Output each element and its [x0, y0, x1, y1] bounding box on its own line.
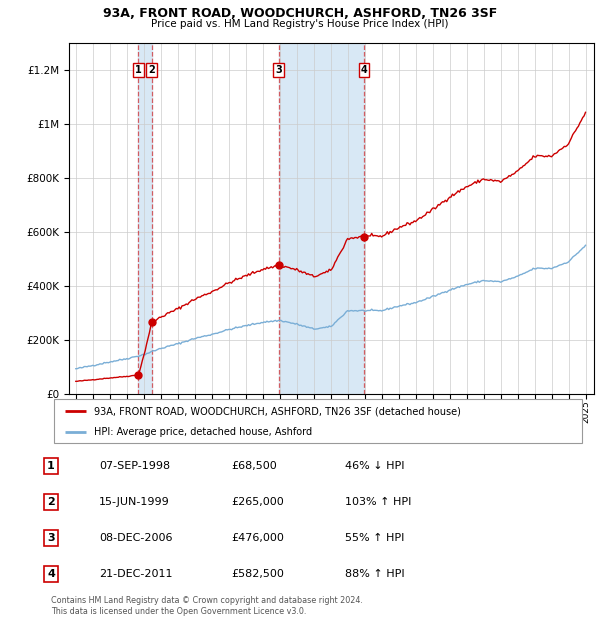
Text: 21-DEC-2011: 21-DEC-2011	[99, 569, 173, 579]
Text: 07-SEP-1998: 07-SEP-1998	[99, 461, 170, 471]
Text: 103% ↑ HPI: 103% ↑ HPI	[345, 497, 412, 507]
Text: 46% ↓ HPI: 46% ↓ HPI	[345, 461, 404, 471]
FancyBboxPatch shape	[54, 399, 582, 443]
Text: £476,000: £476,000	[231, 533, 284, 543]
Text: 4: 4	[361, 65, 367, 76]
Text: 08-DEC-2006: 08-DEC-2006	[99, 533, 173, 543]
Bar	[278, 43, 364, 394]
Text: HPI: Average price, detached house, Ashford: HPI: Average price, detached house, Ashf…	[94, 427, 312, 437]
Text: Contains HM Land Registry data © Crown copyright and database right 2024.
This d: Contains HM Land Registry data © Crown c…	[51, 596, 363, 616]
Text: 3: 3	[275, 65, 282, 76]
Text: 15-JUN-1999: 15-JUN-1999	[99, 497, 170, 507]
Text: 93A, FRONT ROAD, WOODCHURCH, ASHFORD, TN26 3SF: 93A, FRONT ROAD, WOODCHURCH, ASHFORD, TN…	[103, 7, 497, 20]
Text: 2: 2	[148, 65, 155, 76]
Text: £265,000: £265,000	[231, 497, 284, 507]
Text: Price paid vs. HM Land Registry's House Price Index (HPI): Price paid vs. HM Land Registry's House …	[151, 19, 449, 29]
Text: 1: 1	[47, 461, 55, 471]
Text: £68,500: £68,500	[231, 461, 277, 471]
Bar	[139, 43, 152, 394]
Text: 55% ↑ HPI: 55% ↑ HPI	[345, 533, 404, 543]
Text: 3: 3	[47, 533, 55, 543]
Text: 88% ↑ HPI: 88% ↑ HPI	[345, 569, 404, 579]
Text: 1: 1	[135, 65, 142, 76]
Text: 93A, FRONT ROAD, WOODCHURCH, ASHFORD, TN26 3SF (detached house): 93A, FRONT ROAD, WOODCHURCH, ASHFORD, TN…	[94, 406, 460, 416]
Text: £582,500: £582,500	[231, 569, 284, 579]
Text: 2: 2	[47, 497, 55, 507]
Text: 4: 4	[47, 569, 55, 579]
